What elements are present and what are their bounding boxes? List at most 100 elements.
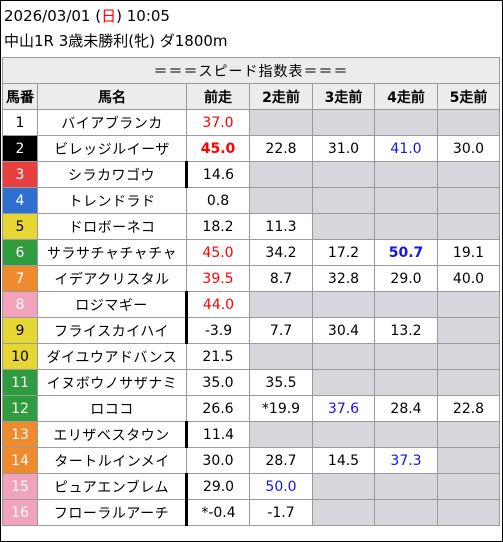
empty-cell <box>374 161 438 188</box>
horse-name: バイアブランカ <box>37 109 187 136</box>
speed-index-cell: -1.7 <box>249 499 313 526</box>
speed-index-cell: 19.1 <box>437 239 500 266</box>
empty-cell <box>249 109 313 136</box>
table-row: 14 タートルインメイ 30.0 28.7 14.5 37.3 <box>2 447 500 474</box>
speed-index-cell: 11.3 <box>249 213 313 240</box>
empty-cell <box>437 473 500 500</box>
speed-index-cell: 45.0 <box>186 135 250 162</box>
speed-index-cell: 18.2 <box>186 213 250 240</box>
empty-cell <box>437 213 500 240</box>
horse-name: サラサチャチャチャ <box>37 239 187 266</box>
empty-cell <box>249 161 313 188</box>
horse-number: 4 <box>2 187 38 214</box>
speed-index-cell: 32.8 <box>312 265 375 292</box>
empty-cell <box>312 291 375 318</box>
column-header: 前走 <box>186 83 250 110</box>
horse-name: イデアクリスタル <box>37 265 187 292</box>
speed-index-cell: 30.0 <box>186 447 250 474</box>
speed-index-cell: 28.4 <box>374 395 438 422</box>
empty-cell <box>374 499 438 526</box>
horse-number: 16 <box>2 499 38 526</box>
empty-cell <box>437 343 500 370</box>
column-header: 馬名 <box>37 83 187 110</box>
race-time: 10:05 <box>126 7 170 25</box>
horse-number: 12 <box>2 395 38 422</box>
speed-index-cell: 41.0 <box>374 135 438 162</box>
empty-cell <box>249 291 313 318</box>
horse-number: 10 <box>2 343 38 370</box>
speed-index-cell: -3.9 <box>186 317 250 344</box>
speed-index-cell: 40.0 <box>437 265 500 292</box>
speed-index-table: ＝＝＝スピード指数表＝＝＝ 馬番 馬名 前走 2走前 3走前 4走前 5走前 1… <box>2 57 500 526</box>
horse-number: 6 <box>2 239 38 266</box>
empty-cell <box>437 447 500 474</box>
empty-cell <box>374 291 438 318</box>
speed-index-cell: 8.7 <box>249 265 313 292</box>
table-row: 9 フライスカイハイ -3.9 7.7 30.4 13.2 <box>2 317 500 344</box>
speed-index-cell: 50.7 <box>374 239 438 266</box>
speed-index-cell: 44.0 <box>186 291 250 318</box>
horse-number: 1 <box>2 109 38 136</box>
horse-name: ビレッジルイーザ <box>37 135 187 162</box>
speed-index-cell: 13.2 <box>374 317 438 344</box>
speed-index-cell: 29.0 <box>186 473 250 500</box>
table-row: 13 エリザベスタウン 11.4 <box>2 421 500 448</box>
speed-index-cell: 26.6 <box>186 395 250 422</box>
speed-index-cell: *19.9 <box>249 395 313 422</box>
speed-index-cell: 50.0 <box>249 473 313 500</box>
empty-cell <box>374 473 438 500</box>
speed-index-cell: 28.7 <box>249 447 313 474</box>
race-info: 中山1R 3歳未勝利(牝) ダ1800m <box>4 32 228 50</box>
race-weekday: 日 <box>101 7 117 25</box>
empty-cell <box>249 343 313 370</box>
column-header: 5走前 <box>437 83 500 110</box>
horse-number: 14 <box>2 447 38 474</box>
speed-index-cell: 31.0 <box>312 135 375 162</box>
empty-cell <box>312 109 375 136</box>
speed-index-cell: 7.7 <box>249 317 313 344</box>
table-row: 6 サラサチャチャチャ 45.0 34.2 17.2 50.7 19.1 <box>2 239 500 266</box>
horse-number: 11 <box>2 369 38 396</box>
empty-cell <box>374 109 438 136</box>
empty-cell <box>312 187 375 214</box>
table-row: 10 ダイユウアドバンス 21.5 <box>2 343 500 370</box>
race-datetime: 2026/03/01 (日) 10:05 <box>4 7 170 25</box>
speed-index-cell: 14.5 <box>312 447 375 474</box>
table-row: 15 ピュアエンブレム 29.0 50.0 <box>2 473 500 500</box>
empty-cell <box>312 421 375 448</box>
speed-index-cell: 17.2 <box>312 239 375 266</box>
horse-name: イヌボウノサザナミ <box>37 369 187 396</box>
horse-name: ピュアエンブレム <box>37 473 188 500</box>
speed-index-cell: 39.5 <box>186 265 250 292</box>
horse-name: フライスカイハイ <box>37 317 188 344</box>
table-title: ＝＝＝スピード指数表＝＝＝ <box>2 57 500 84</box>
speed-index-cell: 30.4 <box>312 317 375 344</box>
empty-cell <box>249 187 313 214</box>
speed-index-cell: 30.0 <box>437 135 500 162</box>
empty-cell <box>374 187 438 214</box>
empty-cell <box>437 317 500 344</box>
horse-name: フローラルアーチ <box>37 499 188 526</box>
empty-cell <box>312 161 375 188</box>
horse-name: タートルインメイ <box>37 447 187 474</box>
empty-cell <box>437 161 500 188</box>
speed-index-cell: 34.2 <box>249 239 313 266</box>
horse-number: 9 <box>2 317 38 344</box>
empty-cell <box>249 421 313 448</box>
table-row: 8 ロジマギー 44.0 <box>2 291 500 318</box>
speed-index-cell: 21.5 <box>186 343 250 370</box>
horse-number: 15 <box>2 473 38 500</box>
empty-cell <box>374 343 438 370</box>
race-date: 2026/03/01 <box>4 7 91 25</box>
table-row: 16 フローラルアーチ *-0.4 -1.7 <box>2 499 500 526</box>
table-row: 3 シラカワゴウ 14.6 <box>2 161 500 188</box>
speed-index-cell: 37.0 <box>186 109 250 136</box>
table-row: 2 ビレッジルイーザ 45.0 22.8 31.0 41.0 30.0 <box>2 135 500 162</box>
horse-number: 3 <box>2 161 38 188</box>
speed-index-cell: 37.3 <box>374 447 438 474</box>
table-row: 11 イヌボウノサザナミ 35.0 35.5 <box>2 369 500 396</box>
table-row: 5 ドロボーネコ 18.2 11.3 <box>2 213 500 240</box>
speed-index-cell: *-0.4 <box>186 499 250 526</box>
empty-cell <box>312 499 375 526</box>
horse-name: ロジマギー <box>37 291 188 318</box>
